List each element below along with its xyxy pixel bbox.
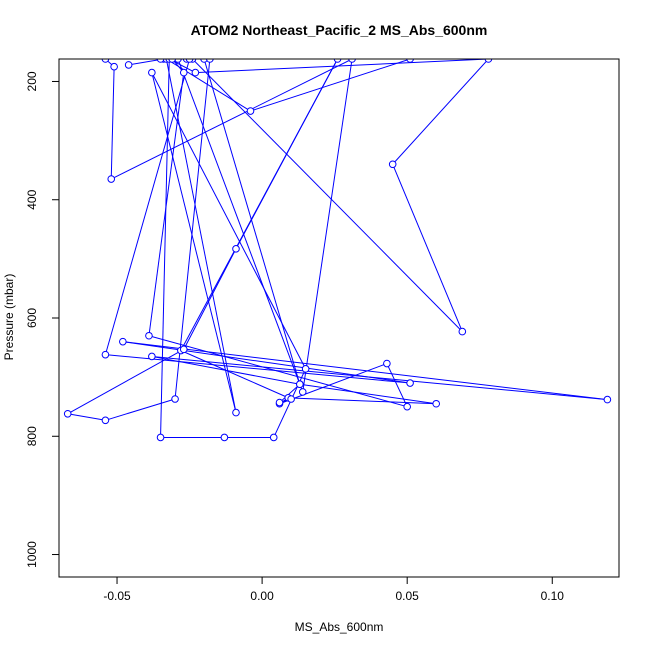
data-point <box>110 62 118 71</box>
series-line-segment <box>273 368 307 438</box>
data-point <box>148 68 156 77</box>
data-point <box>232 408 240 417</box>
series-line-segment <box>160 59 170 438</box>
series-line-segment <box>392 59 489 165</box>
plot-area <box>63 59 612 442</box>
data-point <box>603 395 612 404</box>
y-tick-label: 1000 <box>25 541 39 568</box>
data-point <box>156 433 165 442</box>
y-axis-label: Pressure (mbar) <box>2 274 16 361</box>
data-point <box>107 175 116 183</box>
data-point <box>246 107 255 115</box>
data-point <box>388 160 397 169</box>
series-line-segment <box>203 59 301 385</box>
data-point <box>119 337 127 346</box>
data-point <box>432 399 441 408</box>
data-point <box>101 350 110 359</box>
data-point <box>191 68 200 77</box>
series-line-segment <box>235 59 338 250</box>
y-tick-label: 800 <box>25 426 39 446</box>
series-line-segment <box>392 164 463 332</box>
series-line-segment <box>104 59 191 355</box>
series-line-segment <box>302 59 353 392</box>
series-line-segment <box>279 383 301 403</box>
data-point <box>145 331 153 340</box>
series-0 <box>63 59 612 442</box>
series-line-segment <box>299 383 437 405</box>
y-tick-label: 200 <box>25 71 39 91</box>
data-point <box>232 245 240 253</box>
data-point <box>124 61 133 69</box>
series-line-segment <box>67 413 106 421</box>
series-line-segment <box>288 397 437 405</box>
series-line-segment <box>105 398 176 421</box>
y-tick-label: 600 <box>25 308 39 328</box>
data-point <box>101 416 110 425</box>
data-point <box>403 402 411 411</box>
series-line-segment <box>177 59 304 393</box>
x-tick-label: 0.10 <box>541 589 565 603</box>
x-tick-label: 0.00 <box>250 589 274 603</box>
series-line-segment <box>183 248 237 350</box>
data-point <box>301 365 310 373</box>
data-point <box>220 433 229 442</box>
data-point <box>275 398 284 407</box>
data-point <box>406 379 414 387</box>
y-tick-label: 400 <box>25 189 39 209</box>
series-line-segment <box>166 59 251 112</box>
x-tick-label: 0.05 <box>396 589 420 603</box>
data-point <box>383 359 391 368</box>
x-tick-label: -0.05 <box>103 589 131 603</box>
series-line-segment <box>110 66 115 180</box>
series-line-segment <box>105 354 411 384</box>
series-line-segment <box>122 341 608 401</box>
series-line-segment <box>192 59 463 332</box>
series-line-segment <box>180 350 292 400</box>
data-point <box>287 395 295 403</box>
data-point <box>63 409 72 418</box>
data-point <box>296 380 304 389</box>
series-line-segment <box>148 72 185 336</box>
series-line-segment <box>279 363 388 405</box>
data-point <box>171 395 179 403</box>
data-point <box>148 352 156 361</box>
series-line-segment <box>67 348 185 415</box>
x-axis-label: MS_Abs_600nm <box>295 620 384 634</box>
series-line-segment <box>151 355 608 401</box>
series-line-segment <box>111 59 353 180</box>
series-line-segment <box>250 59 411 112</box>
chart-title: ATOM2 Northeast_Pacific_2 MS_Abs_600nm <box>191 22 488 38</box>
data-point <box>269 433 278 442</box>
data-point <box>179 68 188 77</box>
series-line-segment <box>195 59 489 74</box>
data-point <box>298 388 307 396</box>
series-line-segment <box>174 59 211 400</box>
data-point <box>458 327 467 336</box>
data-point <box>179 345 188 354</box>
plot-frame <box>58 58 620 578</box>
